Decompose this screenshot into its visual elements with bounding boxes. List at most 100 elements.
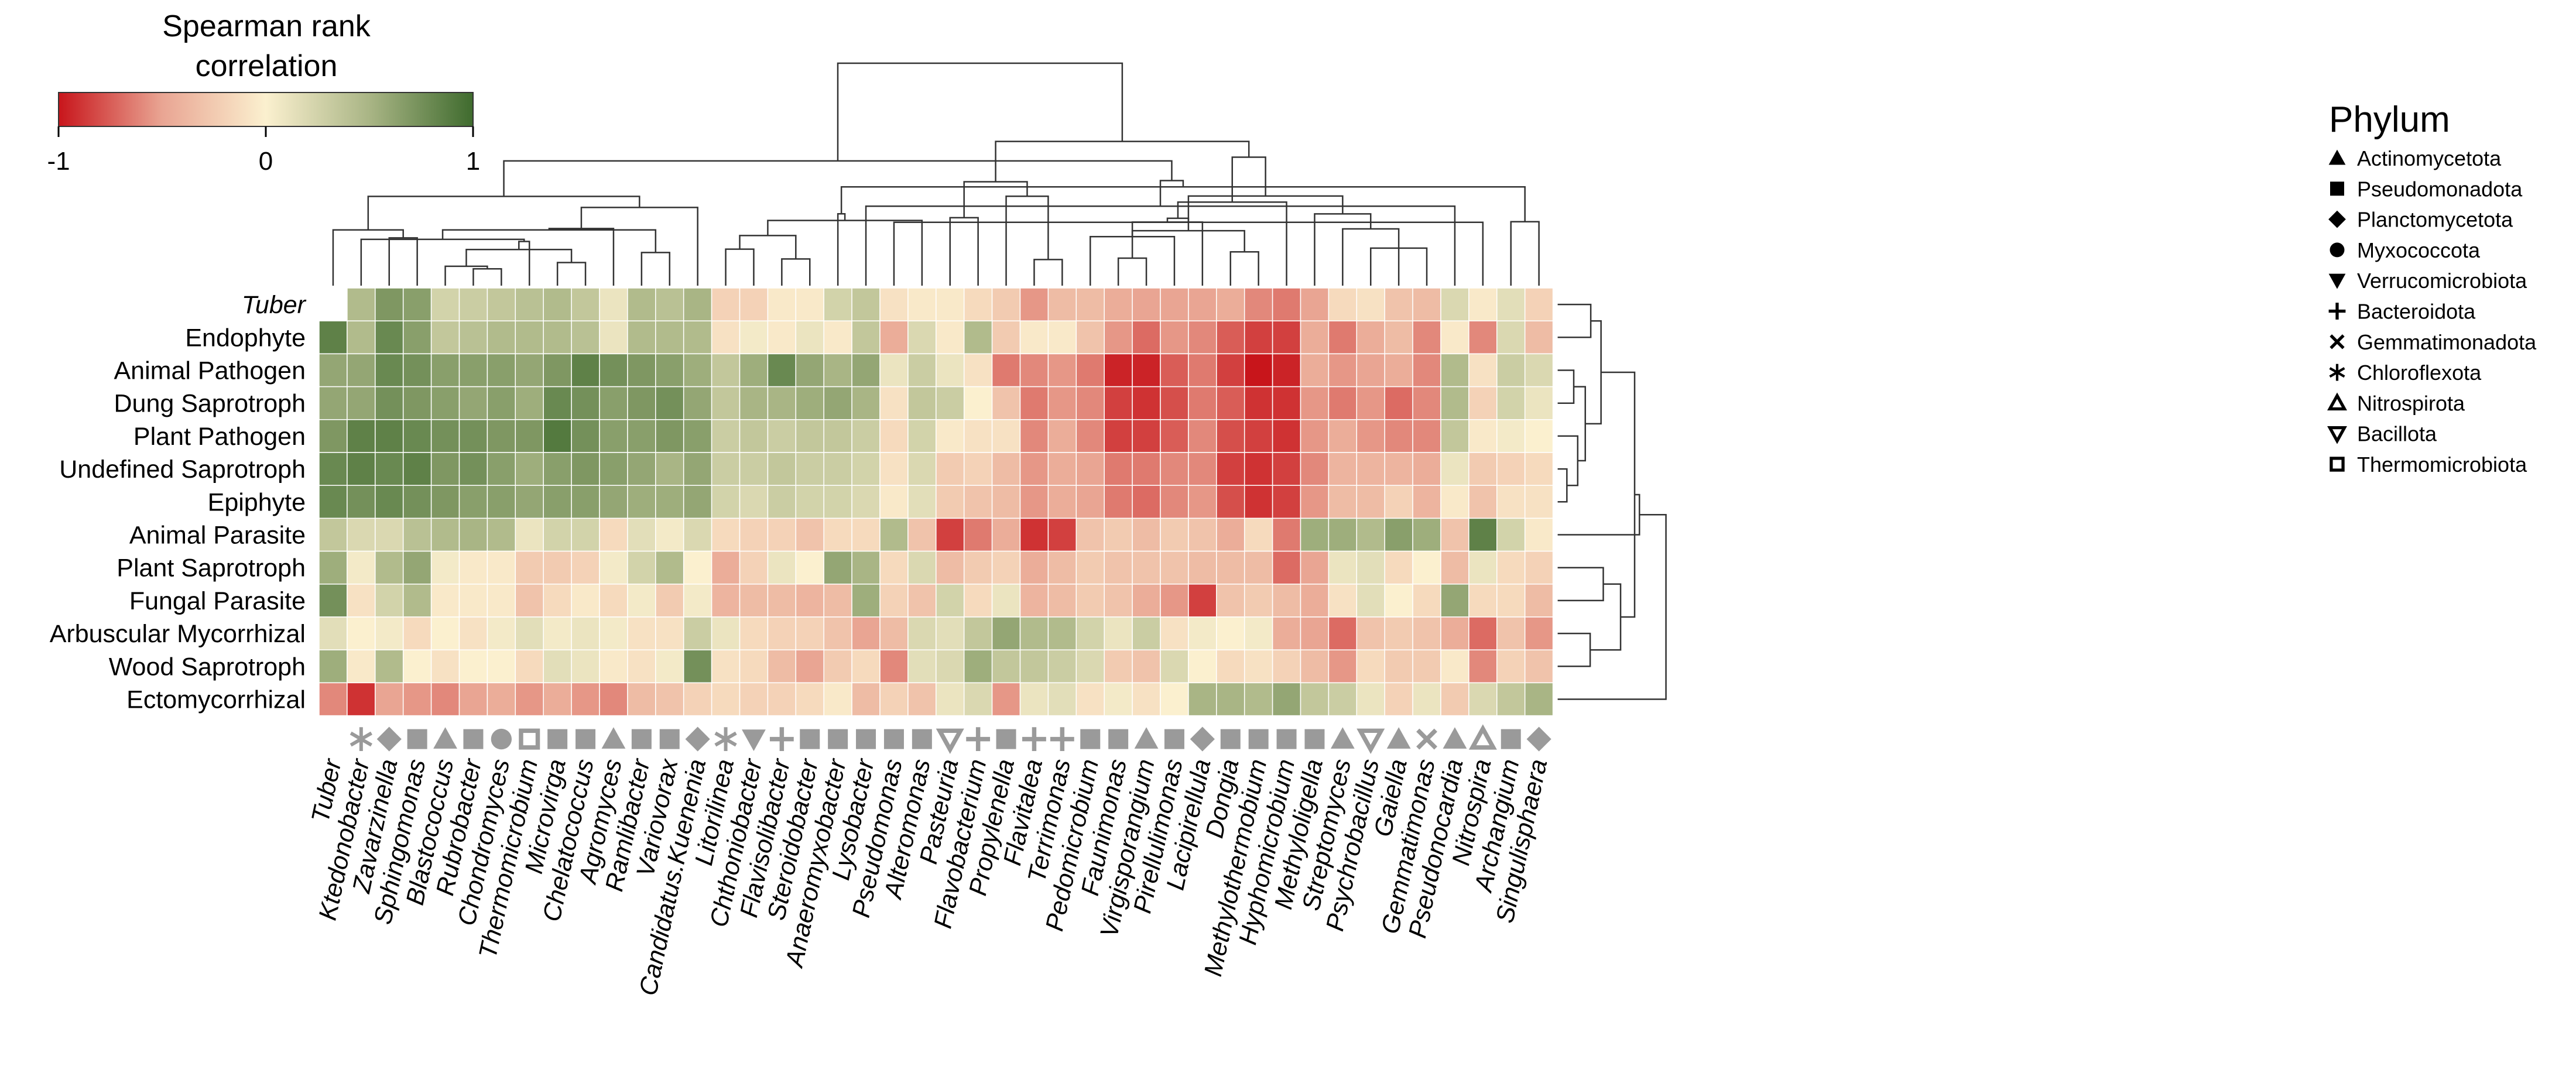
heatmap-cell <box>1132 550 1161 585</box>
heatmap-cell <box>795 353 824 388</box>
heatmap-cell <box>655 485 684 519</box>
row-dendrogram-branch <box>1585 320 1602 425</box>
heatmap-cell <box>347 550 376 585</box>
heatmap-cell <box>1440 452 1469 486</box>
heatmap-cell <box>1412 682 1441 717</box>
heatmap-cell <box>515 550 544 585</box>
heatmap-cell <box>767 386 797 420</box>
heatmap-cell <box>515 649 544 684</box>
heatmap-cell <box>458 550 488 585</box>
heatmap-cell <box>1412 584 1441 618</box>
heatmap-cell <box>1132 320 1161 355</box>
heatmap-cell <box>1272 682 1301 717</box>
heatmap-cell <box>1524 682 1554 717</box>
phylum-square-icon <box>1108 729 1129 749</box>
heatmap-cell <box>1019 287 1049 321</box>
heatmap-cell <box>991 485 1021 519</box>
row-labels: Tuber Endophyte Animal Pathogen Dung Saprot… <box>50 291 307 714</box>
heatmap-cell <box>711 584 741 618</box>
heatmap-cell <box>1019 682 1049 717</box>
heatmap-cell <box>1412 649 1441 684</box>
heatmap-cell <box>1384 353 1413 388</box>
heatmap-cell <box>458 452 488 486</box>
heatmap-cell <box>1384 616 1413 650</box>
heatmap-cell <box>1075 517 1105 552</box>
heatmap-cell <box>1244 452 1273 486</box>
column-dendrogram-branch <box>518 241 530 286</box>
heatmap-cell <box>1216 584 1245 618</box>
heatmap-cell <box>1075 584 1105 618</box>
heatmap-cell <box>655 649 684 684</box>
heatmap-cell <box>599 649 628 684</box>
heatmap-cell <box>1412 517 1441 552</box>
heatmap-cell <box>487 386 516 420</box>
row-dendrogram-branch <box>1557 435 1579 486</box>
legend-asterisk-icon <box>2329 364 2345 381</box>
heatmap-cell <box>627 485 656 519</box>
heatmap-cell <box>543 584 572 618</box>
heatmap-cell <box>1328 386 1358 420</box>
heatmap-cell <box>936 485 965 519</box>
heatmap-cell <box>739 353 769 388</box>
heatmap-cell <box>767 320 797 355</box>
heatmap-cell <box>655 616 684 650</box>
heatmap-cell <box>823 320 852 355</box>
legend-label: Pseudomonadota <box>2357 177 2523 201</box>
legend-label: Bacteroidota <box>2357 300 2476 324</box>
heatmap-cell <box>1132 353 1161 388</box>
phylum-legend-title: Phylum <box>2329 100 2450 140</box>
heatmap-cell <box>1075 419 1105 453</box>
heatmap-cell <box>1356 584 1385 618</box>
row-label: Animal Pathogen <box>114 357 306 385</box>
heatmap-cell <box>907 485 937 519</box>
legend-triangle-up-icon <box>2328 149 2346 165</box>
heatmap-cell <box>1244 616 1273 650</box>
heatmap-cell <box>683 584 712 618</box>
heatmap-cell <box>1132 386 1161 420</box>
heatmap-cell <box>683 452 712 486</box>
heatmap-cell <box>1524 353 1554 388</box>
heatmap-cell <box>1019 419 1049 453</box>
heatmap-cell <box>1019 550 1049 585</box>
heatmap-cell <box>711 550 741 585</box>
heatmap-cell <box>1272 517 1301 552</box>
phylum-triangle-up-icon <box>1134 727 1159 749</box>
heatmap-cell <box>1019 649 1049 684</box>
heatmap-cell <box>879 517 909 552</box>
column-dendrogram-branch <box>1166 217 1190 231</box>
heatmap-cell <box>655 452 684 486</box>
phylum-legend: Phylum Actinomycetota Pseudomonadota Planc… <box>2327 100 2537 476</box>
column-dendrogram-branch <box>837 213 846 286</box>
heatmap-cell <box>655 682 684 717</box>
heatmap-cell <box>739 419 769 453</box>
heatmap-cell <box>1075 452 1105 486</box>
heatmap-cell <box>543 517 572 552</box>
column-dendrogram-branch <box>963 181 1028 218</box>
column-dendrogram-branch <box>837 62 1123 161</box>
heatmap-cell <box>823 386 852 420</box>
column-dendrogram-branch <box>503 160 1173 197</box>
heatmap-cell <box>795 550 824 585</box>
legend-label: Verrucomicrobiota <box>2357 269 2527 293</box>
heatmap-cell <box>1468 517 1498 552</box>
heatmap-cell <box>963 386 993 420</box>
heatmap-cell <box>627 649 656 684</box>
heatmap-cell <box>1160 649 1189 684</box>
heatmap-cell <box>571 584 600 618</box>
heatmap-cell <box>515 485 544 519</box>
heatmap-cell <box>991 353 1021 388</box>
heatmap-cell <box>1188 419 1217 453</box>
heatmap-cell <box>795 287 824 321</box>
heatmap-cell <box>823 485 852 519</box>
column-dendrogram-branch <box>893 221 1484 286</box>
heatmap-cell <box>1019 584 1049 618</box>
heatmap-cell <box>739 550 769 585</box>
heatmap-cell <box>1160 353 1189 388</box>
heatmap-cell <box>318 649 348 684</box>
row-dendrogram-branch <box>1557 514 1667 700</box>
heatmap-cell <box>543 616 572 650</box>
heatmap-cell <box>1300 452 1330 486</box>
heatmap-cell <box>1328 485 1358 519</box>
heatmap-cell <box>347 485 376 519</box>
heatmap-cell <box>963 550 993 585</box>
